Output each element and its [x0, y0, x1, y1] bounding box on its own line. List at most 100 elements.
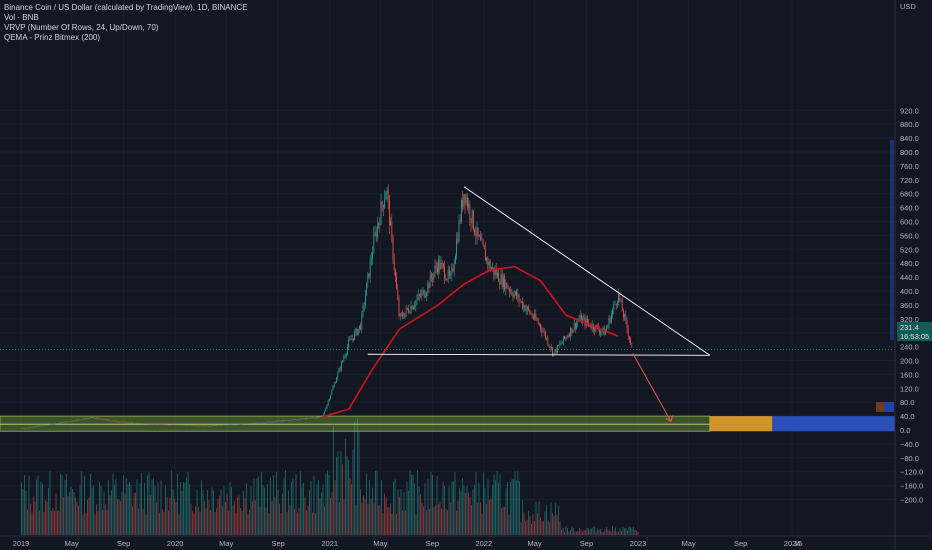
volume-bar	[607, 529, 609, 535]
volume-bar	[435, 505, 436, 535]
volume-bar	[49, 471, 51, 535]
candle-body	[132, 422, 133, 424]
candle-body	[529, 309, 531, 314]
candle-body	[362, 305, 364, 313]
candle-body	[276, 420, 277, 422]
volume-bar	[21, 482, 22, 535]
volume-bar	[96, 504, 97, 535]
price-tick-label: 80.0	[900, 398, 915, 407]
candle-body	[366, 282, 367, 296]
candle-body	[93, 418, 95, 419]
candle-body	[125, 422, 126, 423]
volume-bar	[255, 500, 256, 535]
candle-body	[264, 422, 265, 424]
volume-bar	[286, 511, 288, 535]
candle-body	[326, 404, 328, 409]
volume-bar	[231, 486, 232, 535]
volume-bar	[64, 479, 66, 535]
volume-bar	[247, 514, 249, 535]
candle-body	[195, 425, 197, 426]
vrvp-indicator-label[interactable]: VRVP (Number Of Rows, 24, Up/Down, 70)	[4, 23, 159, 32]
volume-bar	[625, 528, 627, 535]
volume-bar	[433, 507, 435, 535]
price-tick-label: 480.0	[900, 259, 919, 268]
volume-bar	[520, 522, 522, 535]
candle-body	[477, 227, 479, 236]
candle-body	[303, 418, 305, 419]
candle-body	[140, 423, 142, 424]
candle-body	[62, 422, 64, 423]
volume-bar	[382, 513, 384, 535]
time-tick-label: Sep	[426, 539, 439, 548]
candle-body	[206, 425, 208, 427]
volume-bar	[598, 530, 600, 535]
symbol-title[interactable]: Binance Coin / US Dollar (calculated by …	[4, 3, 248, 12]
candle-body	[371, 258, 372, 261]
time-axis[interactable]: 2019 May Sep 2020 May Sep 2021 May Sep 2022 May Sep…	[13, 539, 803, 548]
volume-bar	[387, 507, 388, 535]
volume-indicator-label[interactable]: Vol · BNB	[4, 13, 39, 22]
candle-body	[335, 382, 336, 384]
volume-bar	[292, 478, 294, 535]
price-axis[interactable]: 920.0 880.0 840.0 800.0 760.0 720.0 680.0 640.0…	[900, 106, 923, 504]
volume-bar	[316, 484, 318, 535]
volume-bar	[499, 474, 501, 535]
volume-bar	[360, 489, 361, 535]
candle-body	[224, 424, 226, 426]
trendline-drawings[interactable]	[367, 186, 711, 423]
volume-bar	[547, 520, 549, 535]
indicator-legend[interactable]: Binance Coin / US Dollar (calculated by …	[4, 3, 248, 43]
candle-body	[417, 294, 419, 299]
candle-body	[145, 423, 147, 425]
volume-bar	[579, 528, 580, 535]
candle-body	[24, 427, 25, 429]
candle-body	[356, 328, 358, 335]
candle-body	[355, 328, 357, 333]
volume-bar	[555, 502, 556, 535]
candle-body	[175, 424, 177, 426]
blue-zone[interactable]	[772, 416, 895, 432]
candle-body	[120, 421, 121, 423]
candle-body	[617, 302, 618, 305]
volume-bar	[109, 495, 111, 535]
candle-body	[39, 425, 41, 427]
volume-bar	[550, 502, 552, 535]
volume-bar	[510, 482, 511, 535]
candle-body	[291, 419, 293, 421]
descending-trendline[interactable]	[463, 186, 711, 356]
candle-body	[173, 424, 174, 426]
candle-body	[295, 419, 297, 421]
volume-bar	[160, 480, 162, 535]
projection-arrow[interactable]	[632, 353, 672, 422]
candle-body	[89, 418, 90, 419]
volume-bar	[112, 473, 114, 535]
candle-body	[476, 227, 478, 237]
arrow-head-icon	[665, 415, 674, 423]
candle-body	[231, 424, 233, 425]
candle-body	[287, 420, 288, 421]
volume-bar	[513, 479, 514, 535]
candle-body	[85, 418, 87, 419]
profile-bar	[884, 402, 894, 412]
candle-body	[199, 425, 201, 427]
volume-bar	[397, 489, 399, 535]
candle-body	[73, 420, 75, 421]
candle-body	[237, 424, 239, 425]
candle-body	[150, 423, 151, 425]
volume-bar	[369, 479, 370, 535]
green-zone[interactable]	[0, 415, 711, 432]
volume-bar	[376, 470, 378, 535]
candle-body	[243, 423, 245, 425]
candle-body	[413, 307, 414, 310]
candle-body	[131, 422, 132, 424]
support-trendline[interactable]	[367, 353, 710, 356]
price-tick-label: 240.0	[900, 343, 919, 352]
orange-zone[interactable]	[709, 416, 773, 432]
price-tick-label: 440.0	[900, 273, 919, 282]
qema-indicator-label[interactable]: QEMA - Prinz Bitmex (200)	[4, 33, 101, 42]
candle-body	[245, 423, 246, 425]
candle-body	[301, 418, 303, 420]
candle-body	[505, 282, 507, 290]
candle-body	[565, 337, 567, 339]
